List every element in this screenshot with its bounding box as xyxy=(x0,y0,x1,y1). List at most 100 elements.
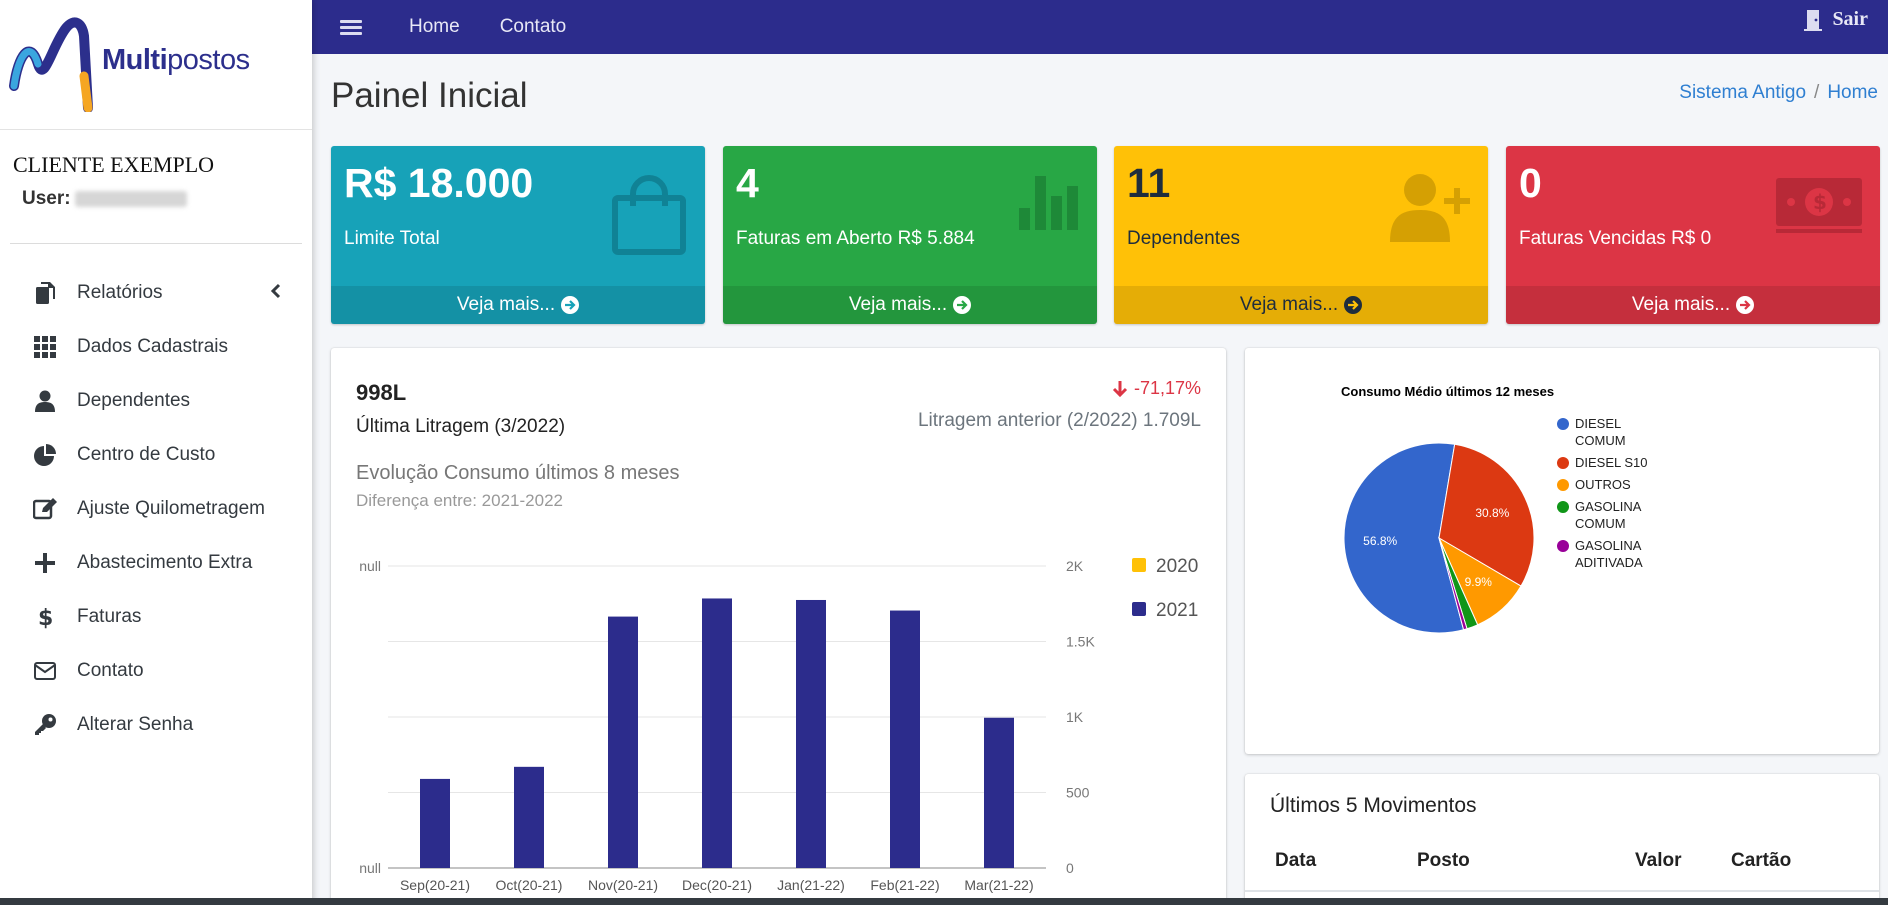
y-tick-label: 2K xyxy=(1066,558,1084,574)
x-tick-label: Feb(21-22) xyxy=(870,877,939,893)
box-value: 4 xyxy=(736,160,759,206)
column-header-data[interactable]: Data xyxy=(1275,850,1317,871)
legend-label: OUTROS xyxy=(1575,477,1631,492)
sidebar-item-label: Faturas xyxy=(77,606,142,627)
column-header-valor[interactable]: Valor xyxy=(1635,850,1682,871)
breadcrumb-sistema-antigo[interactable]: Sistema Antigo xyxy=(1679,82,1807,103)
sidebar-item-relatorios[interactable]: Relatórios xyxy=(0,266,312,320)
bar xyxy=(890,610,920,868)
user-plus-icon xyxy=(1390,174,1470,242)
page-title: Painel Inicial xyxy=(331,76,528,115)
box-value: R$ 18.000 xyxy=(344,160,534,206)
sidebar-item-label: Contato xyxy=(77,660,144,681)
user-label: User: xyxy=(22,188,71,209)
legend-label: DIESEL S10 xyxy=(1575,455,1648,470)
y-tick-label: 1.5K xyxy=(1066,634,1095,650)
sidebar: Multipostos CLIENTE EXEMPLO User: Relató… xyxy=(0,0,312,905)
sidebar-item-label: Centro de Custo xyxy=(77,444,216,465)
logo-mark xyxy=(9,17,93,112)
svg-text:$: $ xyxy=(38,606,52,629)
user-id-blurred xyxy=(74,190,187,207)
legend-label: COMUM xyxy=(1575,516,1626,531)
sidebar-item-label: Alterar Senha xyxy=(77,714,194,735)
last-liters-value: 998L xyxy=(356,380,407,405)
sidebar-item-label: Abastecimento Extra xyxy=(77,552,253,573)
bar xyxy=(702,598,732,868)
box-label: Dependentes xyxy=(1127,228,1241,249)
arrow-circle-right-icon xyxy=(1736,296,1755,314)
breadcrumb: Sistema Antigo / Home xyxy=(1679,82,1878,104)
pie-slice xyxy=(1438,443,1535,587)
arrow-circle-right-icon xyxy=(953,296,972,314)
sidebar-item-dependentes[interactable]: Dependentes xyxy=(0,374,312,428)
brand[interactable]: Multipostos xyxy=(0,0,312,130)
arrow-circle-right-icon xyxy=(1344,296,1363,314)
legend-swatch xyxy=(1557,418,1569,430)
logout-button[interactable]: Sair xyxy=(1802,8,1868,31)
sidebar-item-alterar-senha[interactable]: Alterar Senha xyxy=(0,698,312,752)
sidebar-item-dados-cadastrais[interactable]: Dados Cadastrais xyxy=(0,320,312,374)
chevron-left-icon xyxy=(270,283,281,299)
sidebar-item-label: Relatórios xyxy=(77,282,163,303)
box-label: Faturas Vencidas R$ 0 xyxy=(1519,228,1712,249)
box-more-link[interactable]: Veja mais... xyxy=(723,286,1097,324)
key-icon xyxy=(33,713,57,737)
user-row: User: xyxy=(13,188,299,210)
brand-name: Multipostos xyxy=(102,44,250,76)
last-liters-label: Última Litragem (3/2022) xyxy=(356,416,566,437)
pie-chart-icon xyxy=(33,443,57,467)
legend-swatch xyxy=(1132,558,1146,572)
sidebar-item-ajuste-quilometragem[interactable]: Ajuste Quilometragem xyxy=(0,482,312,536)
grid-icon xyxy=(33,335,57,359)
box-more-link[interactable]: Veja mais... xyxy=(331,286,705,324)
box-dependentes: 11 Dependentes Veja mais... xyxy=(1114,146,1488,324)
legend-swatch xyxy=(1132,602,1146,616)
box-faturas-aberto: 4 Faturas em Aberto R$ 5.884 Veja mais..… xyxy=(723,146,1097,324)
legend-label: GASOLINA xyxy=(1575,499,1642,514)
bar-chart: 0 500 1K 1.5K 2K null null Sep(20-21) Oct(20-21)… xyxy=(359,556,1198,893)
consumption-card: 998L Última Litragem (3/2022) -71,17% Li… xyxy=(331,348,1226,905)
box-more-link[interactable]: Veja mais... xyxy=(1506,286,1880,324)
movements-card: Últimos 5 Movimentos Data Posto Valor Ca… xyxy=(1245,774,1879,905)
sidebar-item-label: Ajuste Quilometragem xyxy=(77,498,265,519)
box-label: Limite Total xyxy=(344,228,440,249)
box-more-link[interactable]: Veja mais... xyxy=(1114,286,1488,324)
x-tick-label: Dec(20-21) xyxy=(682,877,752,893)
breadcrumb-home[interactable]: Home xyxy=(1827,82,1878,103)
arrow-down-icon xyxy=(1112,380,1128,397)
legend-label: 2020 xyxy=(1156,556,1198,577)
sidebar-item-contato[interactable]: Contato xyxy=(0,644,312,698)
sidebar-nav: Relatórios Dados Cadastrais Dependentes … xyxy=(0,244,312,752)
box-value: 0 xyxy=(1519,160,1542,206)
plus-icon xyxy=(33,551,57,575)
money-bill-icon: $ xyxy=(1776,178,1862,233)
menu-toggle-icon[interactable] xyxy=(340,17,362,38)
sidebar-divider xyxy=(10,243,302,244)
box-limite-total: R$ 18.000 Limite Total Veja mais... xyxy=(331,146,705,324)
sidebar-item-label: Dados Cadastrais xyxy=(77,336,229,357)
pie-slice-label: 56.8% xyxy=(1363,534,1397,548)
client-name: CLIENTE EXEMPLO xyxy=(13,152,215,177)
bar xyxy=(514,766,544,868)
pie-chart-card: Consumo Médio últimos 12 meses 56.8% 30.8%… xyxy=(1245,348,1879,754)
column-header-posto[interactable]: Posto xyxy=(1417,850,1470,871)
y-tick-label: 1K xyxy=(1066,709,1084,725)
user-icon xyxy=(33,389,57,413)
box-faturas-vencidas: 0 Faturas Vencidas R$ 0 $ Veja mais... xyxy=(1506,146,1880,324)
bar xyxy=(984,717,1014,868)
box-more-label: Veja mais... xyxy=(848,294,948,315)
sidebar-item-centro-custo[interactable]: Centro de Custo xyxy=(0,428,312,482)
column-header-cartao[interactable]: Cartão xyxy=(1731,850,1792,871)
sidebar-item-faturas[interactable]: $ Faturas xyxy=(0,590,312,644)
pie-slice-label: 9.9% xyxy=(1465,575,1493,589)
box-label: Faturas em Aberto R$ 5.884 xyxy=(736,228,975,249)
arrow-circle-right-icon xyxy=(561,296,580,314)
nav-home-link[interactable]: Home xyxy=(409,16,460,37)
nav-contact-link[interactable]: Contato xyxy=(499,16,567,37)
sidebar-item-abastecimento-extra[interactable]: Abastecimento Extra xyxy=(0,536,312,590)
legend-label: GASOLINA xyxy=(1575,538,1642,553)
legend-swatch xyxy=(1557,540,1569,552)
change-indicator: -71,17% xyxy=(1112,378,1201,399)
legend-label: 2021 xyxy=(1156,600,1198,621)
legend-swatch xyxy=(1557,479,1569,491)
